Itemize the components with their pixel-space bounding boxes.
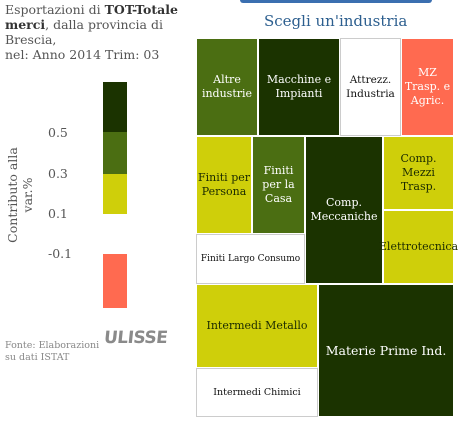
legend-tick: 0.3 [48, 166, 68, 181]
legend-tick: 0.1 [48, 206, 68, 221]
legend-swatch-red [103, 254, 127, 308]
industry-cell-comp-meccaniche[interactable]: Comp. Meccaniche [305, 136, 383, 284]
industry-cell-altre-industrie[interactable]: Altre industrie [196, 38, 258, 136]
title-prefix: Esportazioni di [5, 2, 105, 17]
industry-cell-finiti-persona[interactable]: Finiti per Persona [196, 136, 252, 234]
ulisse-logo: ULISSE [102, 328, 169, 348]
industry-cell-finiti-casa[interactable]: Finiti per la Casa [252, 136, 305, 234]
title-province: , dalla provincia di Brescia, [5, 17, 163, 47]
industry-cell-macchine-impianti[interactable]: Macchine e Impianti [258, 38, 340, 136]
industry-cell-elettrotecnica[interactable]: Elettrotecnica [379, 210, 458, 284]
legend-axis-label: Contributo alla var.% [5, 147, 35, 243]
source-line: su dati ISTAT [5, 352, 70, 363]
legend-swatch-lime [103, 174, 127, 214]
title-product: TOT-Totale merci [5, 2, 178, 32]
legend-tick: 0.5 [48, 125, 68, 140]
industry-cell-intermedi-metallo[interactable]: Intermedi Metallo [196, 284, 318, 368]
legend-swatch-white [103, 214, 127, 254]
source-line: Fonte: Elaborazioni [5, 340, 100, 351]
legend-tick: -0.1 [48, 246, 73, 261]
industry-cell-comp-mezzi-trasp[interactable]: Comp. Mezzi Trasp. [383, 136, 454, 210]
industry-cell-attrezz-industria[interactable]: Attrezz. Industria [340, 38, 401, 136]
page-heading: Scegli un'industria [264, 12, 408, 30]
industry-treemap: Altre industrie Macchine e Impianti Attr… [196, 38, 458, 417]
legend-swatch-mid [103, 132, 127, 174]
industry-cell-intermedi-chimici[interactable]: Intermedi Chimici [196, 368, 318, 417]
title-period: nel: Anno 2014 Trim: 03 [5, 47, 160, 62]
industry-cell-materie-prime[interactable]: Materie Prime Ind. [318, 284, 454, 417]
chart-title: Esportazioni di TOT-Totale merci, dalla … [5, 2, 185, 62]
legend-swatch-dark [103, 82, 127, 132]
source-note: Fonte: Elaborazioni su dati ISTAT [5, 340, 105, 364]
top-tab-indicator [240, 0, 432, 3]
industry-cell-finiti-largo-consumo[interactable]: Finiti Largo Consumo [196, 234, 305, 284]
industry-cell-mz-trasp-agric[interactable]: MZ Trasp. e Agric. [401, 38, 454, 136]
